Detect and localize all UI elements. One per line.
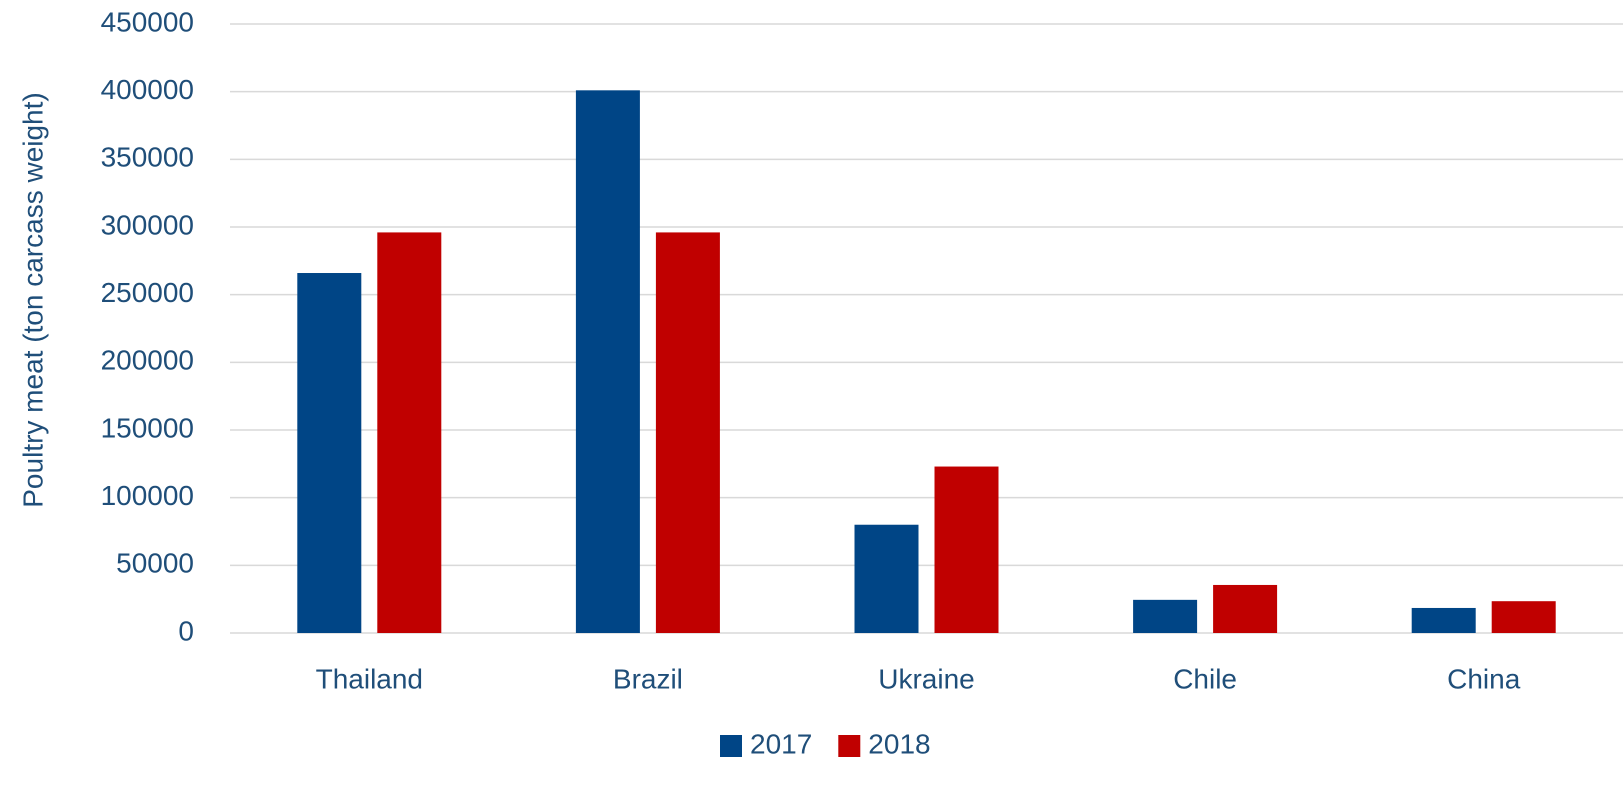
legend-label: 2018: [868, 728, 930, 759]
bar: [297, 273, 362, 633]
bar: [1213, 584, 1278, 633]
x-tick-label: China: [1447, 663, 1521, 694]
bar: [934, 466, 999, 633]
x-tick-label: Brazil: [613, 663, 683, 694]
y-tick-label: 150000: [101, 412, 194, 443]
y-tick-label: 100000: [101, 480, 194, 511]
bar: [1411, 607, 1476, 633]
y-tick-label: 350000: [101, 142, 194, 173]
bar: [377, 232, 442, 633]
y-tick-label: 200000: [101, 345, 194, 376]
bar: [1133, 599, 1198, 633]
y-axis-label: Poultry meat (ton carcass weight): [17, 92, 48, 508]
bar: [575, 90, 640, 633]
legend-swatch: [838, 735, 861, 757]
legend-label: 2017: [750, 728, 812, 759]
x-tick-label: Chile: [1173, 663, 1237, 694]
x-tick-label: Ukraine: [878, 663, 974, 694]
legend-swatch: [720, 735, 742, 757]
x-tick-label: Thailand: [316, 663, 423, 694]
y-tick-label: 400000: [101, 74, 194, 105]
y-tick-label: 0: [178, 615, 194, 646]
y-tick-label: 450000: [101, 6, 194, 37]
bar: [854, 524, 919, 633]
y-tick-label: 250000: [101, 277, 194, 308]
bar: [655, 232, 720, 633]
y-tick-label: 50000: [116, 548, 194, 579]
bar: [1491, 601, 1556, 633]
y-tick-label: 300000: [101, 209, 194, 240]
